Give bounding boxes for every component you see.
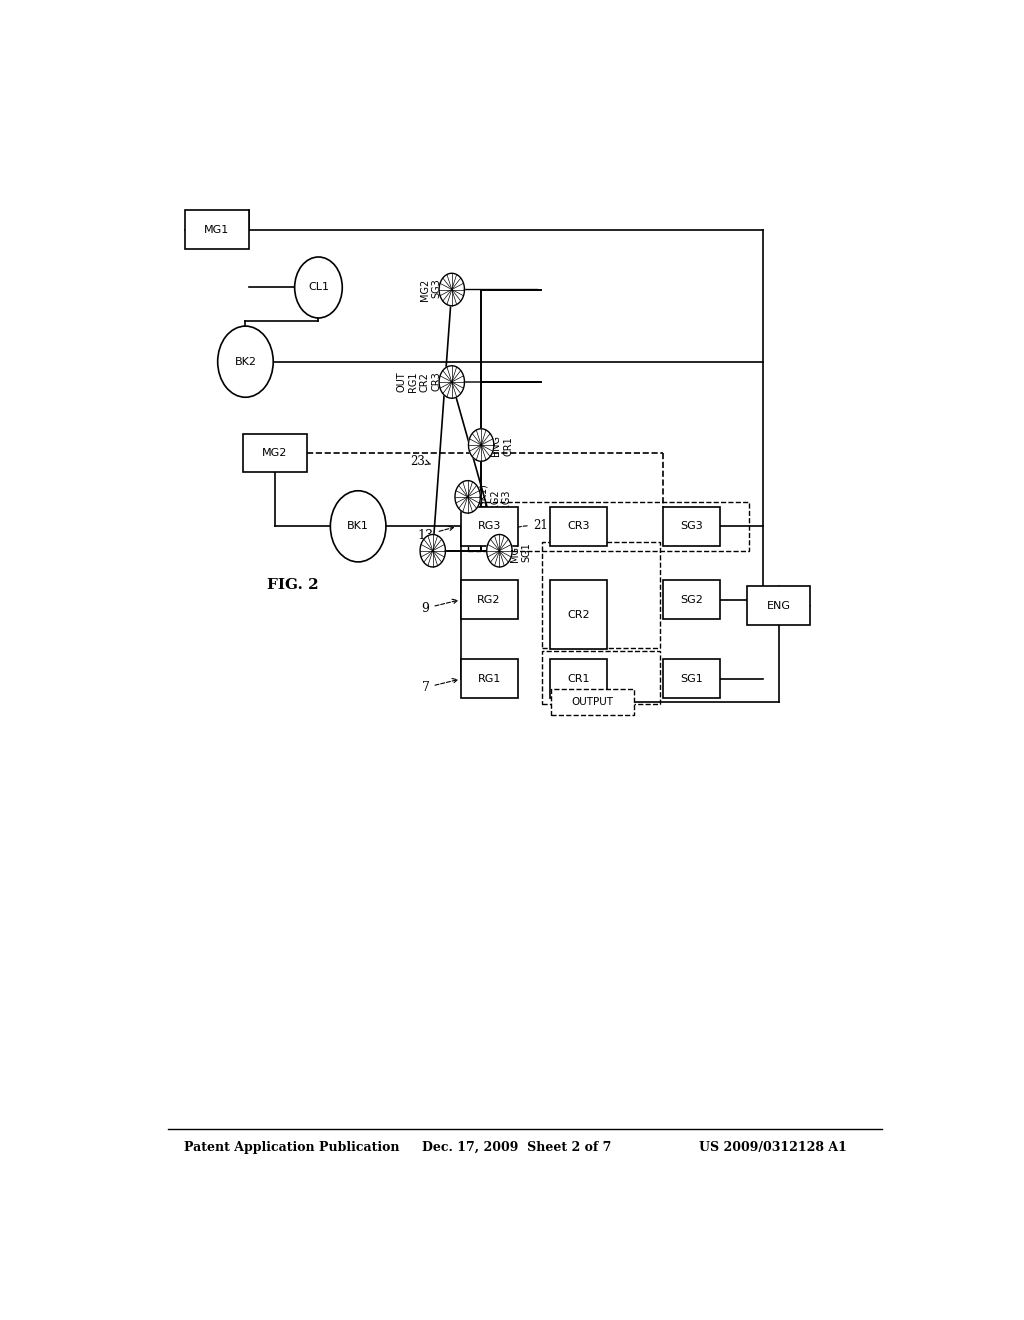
Text: 21: 21 xyxy=(513,519,548,532)
Polygon shape xyxy=(420,535,445,568)
Polygon shape xyxy=(439,273,465,306)
Text: CR3: CR3 xyxy=(567,521,590,532)
Circle shape xyxy=(218,326,273,397)
Text: MG2
SG3: MG2 SG3 xyxy=(420,279,441,301)
FancyBboxPatch shape xyxy=(550,507,607,545)
Text: CR1: CR1 xyxy=(567,673,590,684)
FancyBboxPatch shape xyxy=(243,434,306,473)
Text: MG2: MG2 xyxy=(262,449,288,458)
Polygon shape xyxy=(439,366,465,399)
FancyBboxPatch shape xyxy=(461,660,518,698)
Text: RG3: RG3 xyxy=(477,521,501,532)
Text: 9: 9 xyxy=(422,599,458,615)
Text: RG1: RG1 xyxy=(477,673,501,684)
Text: ENG: ENG xyxy=(767,601,791,611)
FancyBboxPatch shape xyxy=(461,507,518,545)
Circle shape xyxy=(295,257,342,318)
FancyBboxPatch shape xyxy=(550,660,607,698)
FancyBboxPatch shape xyxy=(663,581,720,619)
Text: MG1: MG1 xyxy=(204,224,229,235)
Text: 7: 7 xyxy=(422,678,458,694)
Text: 13: 13 xyxy=(418,527,454,541)
Text: RG2: RG2 xyxy=(477,594,501,605)
FancyBboxPatch shape xyxy=(746,586,810,624)
Text: OUT
RG1
CR2
CR3: OUT RG1 CR2 CR3 xyxy=(396,372,441,392)
Text: SG2: SG2 xyxy=(680,594,702,605)
FancyBboxPatch shape xyxy=(461,581,518,619)
FancyBboxPatch shape xyxy=(663,507,720,545)
Text: BK1: BK1 xyxy=(347,521,369,532)
Text: FIG. 2: FIG. 2 xyxy=(267,578,318,593)
Text: OUTPUT: OUTPUT xyxy=(571,697,613,708)
Text: CR2: CR2 xyxy=(567,610,590,620)
FancyBboxPatch shape xyxy=(550,581,607,649)
Circle shape xyxy=(331,491,386,562)
Text: 23: 23 xyxy=(410,455,430,469)
Polygon shape xyxy=(455,480,480,513)
FancyBboxPatch shape xyxy=(185,210,249,249)
FancyBboxPatch shape xyxy=(663,660,720,698)
Text: Dec. 17, 2009  Sheet 2 of 7: Dec. 17, 2009 Sheet 2 of 7 xyxy=(422,1142,611,1154)
Text: SG2: SG2 xyxy=(428,539,437,558)
Text: SG3: SG3 xyxy=(680,521,702,532)
Text: BK2: BK2 xyxy=(234,356,256,367)
Text: ENG
CR1: ENG CR1 xyxy=(492,434,513,455)
Text: MG1
SG1: MG1 SG1 xyxy=(510,540,531,562)
Text: SG1: SG1 xyxy=(680,673,702,684)
Polygon shape xyxy=(468,429,494,461)
Text: Patent Application Publication: Patent Application Publication xyxy=(183,1142,399,1154)
Text: US 2009/0312128 A1: US 2009/0312128 A1 xyxy=(699,1142,847,1154)
Polygon shape xyxy=(486,535,512,568)
Text: CL1: CL1 xyxy=(308,282,329,293)
Text: (BK1)
RG2
RG3: (BK1) RG2 RG3 xyxy=(478,483,511,511)
FancyBboxPatch shape xyxy=(551,689,634,715)
